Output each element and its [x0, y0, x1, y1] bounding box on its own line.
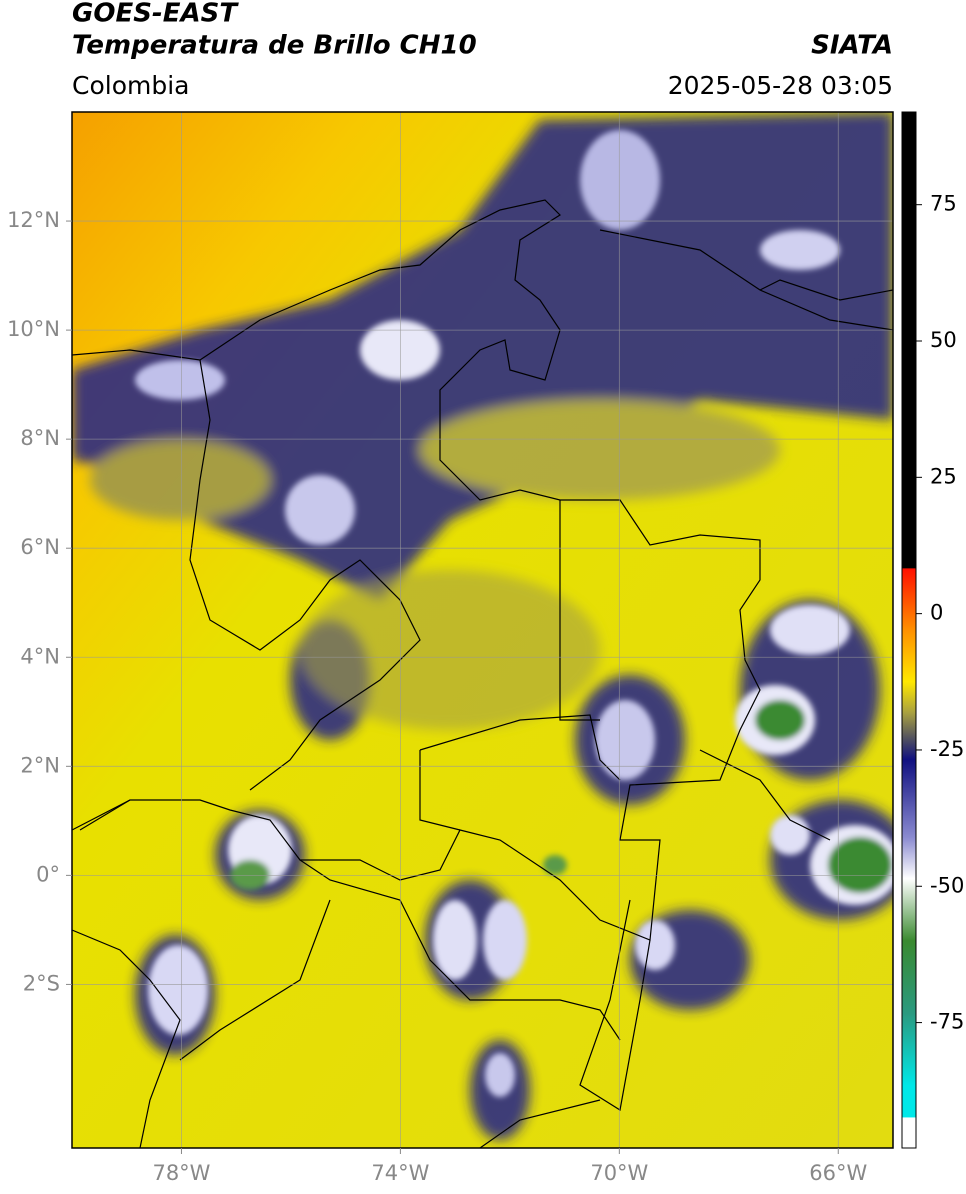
y-tick-label: 8°N — [20, 426, 60, 450]
datetime: 2025-05-28 03:05 — [668, 71, 893, 100]
satellite: GOES-EAST — [72, 0, 239, 29]
region: Colombia — [72, 71, 189, 100]
agency: SIATA — [811, 31, 893, 61]
y-tick-label: 2°N — [20, 753, 60, 777]
map-frame — [71, 111, 894, 1149]
colorbar-tick-label: -50 — [930, 873, 964, 897]
colorbar-tick-label: -25 — [930, 737, 964, 761]
x-tick-label: 70°W — [590, 1161, 648, 1185]
y-tick-label: 12°N — [7, 208, 60, 232]
borders — [72, 199, 893, 1148]
colorbar-tick-label: 25 — [930, 464, 957, 488]
x-tick-label: 66°W — [809, 1161, 867, 1185]
y-tick-label: 6°N — [20, 535, 60, 559]
colorbar-tick-label: 50 — [930, 328, 957, 352]
y-tick-label: 4°N — [20, 644, 60, 668]
colorbar-tick-label: -75 — [930, 1010, 964, 1034]
colorbar-tick-label: 0 — [930, 601, 943, 625]
y-tick-label: 0° — [36, 862, 60, 886]
product: Temperatura de Brillo CH10 — [72, 31, 477, 61]
y-tick-label: 10°N — [7, 317, 60, 341]
y-tick-label: 2°S — [23, 971, 60, 995]
colorbar — [901, 111, 917, 1149]
x-tick-label: 74°W — [371, 1161, 429, 1185]
x-tick-label: 78°W — [152, 1161, 210, 1185]
grid — [72, 112, 893, 1148]
satellite-image — [72, 112, 893, 1148]
colorbar-tick-label: 75 — [930, 192, 957, 216]
